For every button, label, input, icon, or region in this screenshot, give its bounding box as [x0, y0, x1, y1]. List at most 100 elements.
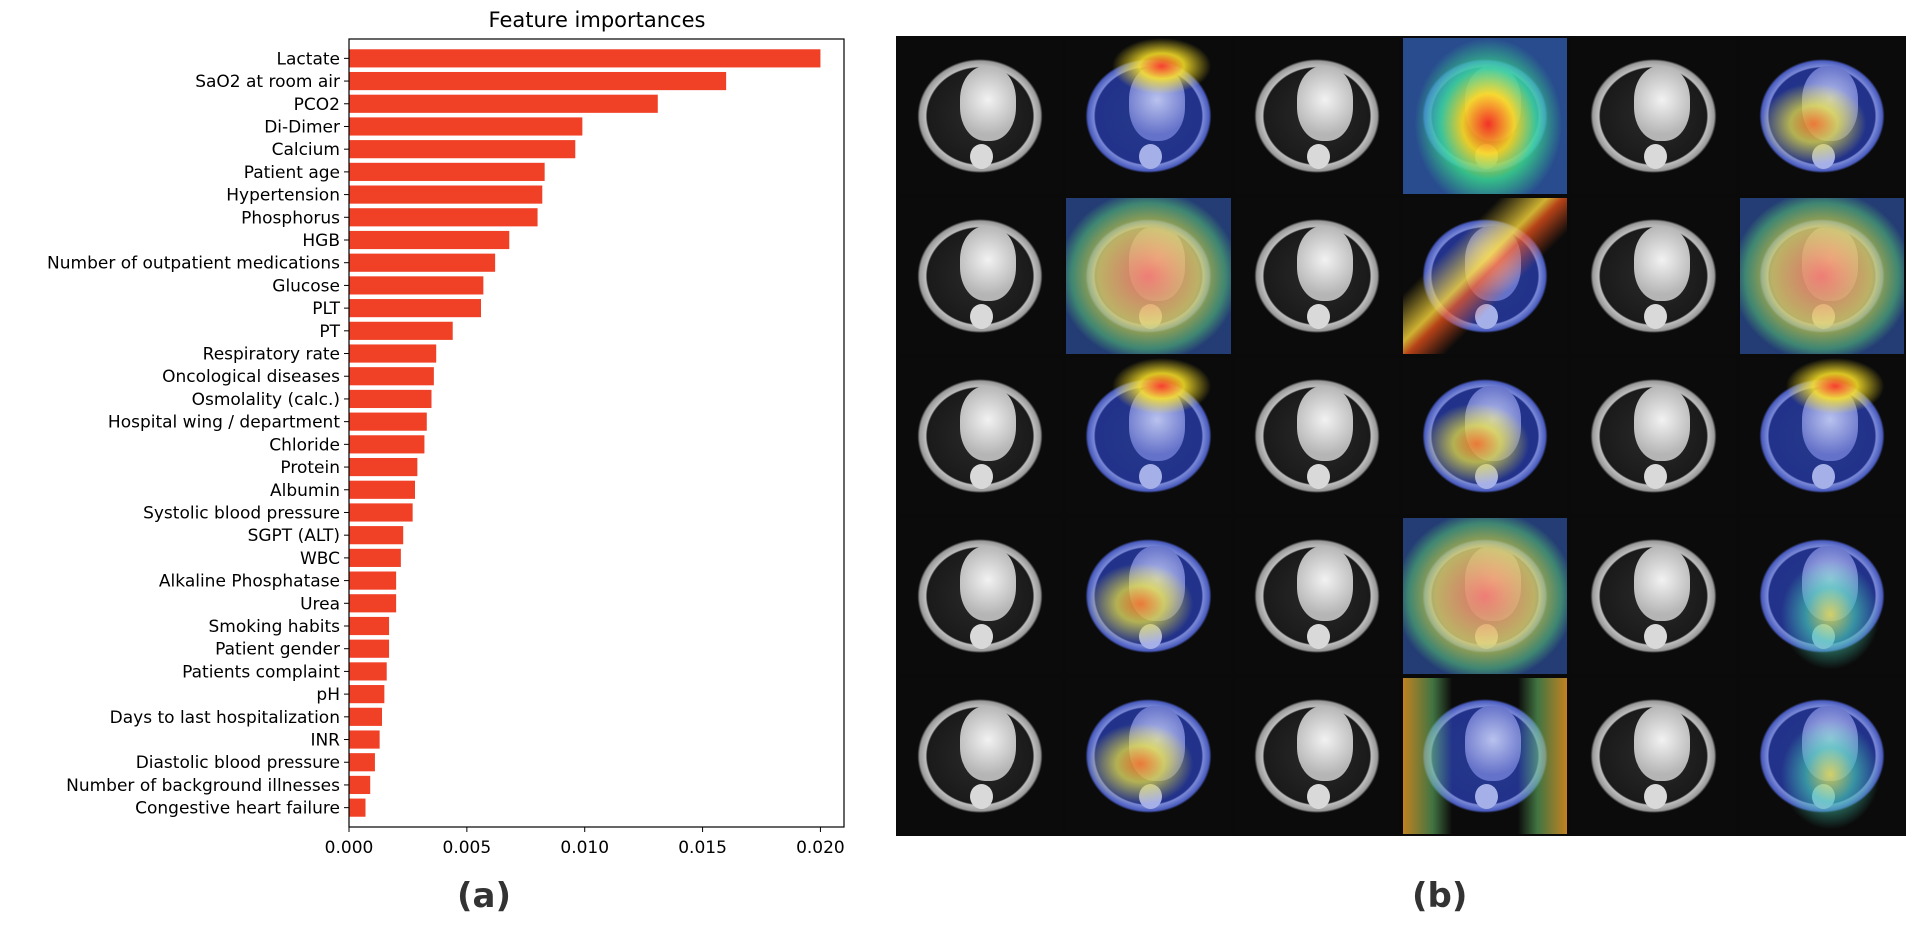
spine-region [1306, 144, 1330, 170]
y-tick-label-33: Congestive heart failure [135, 799, 340, 819]
y-tick-label-17: Chloride [269, 435, 340, 455]
bar-11 [349, 299, 481, 318]
attention-heatmap [1403, 678, 1568, 834]
bar-9 [349, 253, 496, 272]
spine-region [970, 464, 994, 490]
x-tick-label-2: 0.010 [560, 838, 609, 858]
bar-0 [349, 49, 821, 68]
heart-region [960, 386, 1017, 461]
ct-heatmap-overlay-image [1403, 518, 1568, 674]
y-tick-label-0: Lactate [277, 49, 340, 69]
ct-heatmap-image-grid [896, 36, 1906, 836]
spine-region [970, 144, 994, 170]
ct-heatmap-overlay-image [1066, 358, 1231, 514]
bar-7 [349, 208, 538, 227]
ct-slice-image [1571, 518, 1736, 674]
heart-region [1297, 226, 1353, 301]
y-tick-label-21: SGPT (ALT) [248, 526, 340, 546]
spine-region [1306, 624, 1330, 650]
ct-heatmap-overlay-image [1403, 198, 1568, 354]
heart-region [1297, 386, 1353, 461]
spine-region [970, 624, 994, 650]
y-tick-label-5: Patient age [244, 163, 340, 183]
x-tick-label-4: 0.020 [796, 838, 845, 858]
x-axis: 0.000 0.005 0.010 0.015 0.020 [325, 827, 845, 858]
y-tick-label-31: Diastolic blood pressure [136, 753, 340, 773]
spine-region [1643, 784, 1667, 810]
attention-heatmap [1066, 358, 1231, 514]
ct-slice-image [898, 518, 1063, 674]
heart-region [1633, 66, 1690, 141]
y-tick-label-20: Systolic blood pressure [143, 503, 340, 523]
y-tick-label-2: PCO2 [294, 95, 340, 115]
attention-heatmap [1739, 678, 1904, 834]
bar-33 [349, 798, 366, 817]
ct-heatmap-overlay-image [1739, 518, 1904, 674]
heart-region [1297, 706, 1353, 781]
y-tick-label-24: Urea [300, 594, 340, 614]
y-tick-label-7: Phosphorus [241, 208, 340, 228]
bar-6 [349, 185, 543, 204]
ct-heatmap-overlay-image [1403, 358, 1568, 514]
bar-10 [349, 276, 484, 295]
attention-heatmap [1066, 518, 1231, 674]
bar-30 [349, 730, 380, 749]
y-tick-label-28: pH [316, 685, 340, 705]
ct-slice-image [1571, 678, 1736, 834]
bar-17 [349, 435, 425, 454]
ct-heatmap-overlay-image [1739, 38, 1904, 194]
y-tick-label-25: Smoking habits [208, 617, 340, 637]
bar-16 [349, 412, 427, 431]
y-tick-label-4: Calcium [272, 140, 340, 160]
y-tick-label-8: HGB [302, 231, 340, 251]
ct-heatmap-overlay-image [1403, 678, 1568, 834]
bar-25 [349, 616, 390, 636]
y-tick-label-29: Days to last hospitalization [110, 708, 340, 728]
y-tick-label-10: Glucose [272, 276, 340, 296]
heart-region [960, 66, 1017, 141]
ct-slice-image [898, 38, 1063, 194]
y-tick-label-13: Respiratory rate [203, 345, 340, 365]
y-tick-label-26: Patient gender [215, 640, 340, 660]
ct-heatmap-overlay-image [1739, 358, 1904, 514]
attention-heatmap [1066, 198, 1231, 354]
bar-32 [349, 775, 371, 795]
y-tick-label-23: Alkaline Phosphatase [159, 572, 340, 592]
attention-heatmap [1739, 38, 1904, 194]
bar-31 [349, 753, 375, 772]
y-tick-label-1: SaO2 at room air [195, 72, 340, 92]
spine-region [1643, 304, 1667, 330]
y-tick-label-15: Osmolality (calc.) [192, 390, 340, 410]
attention-heatmap [1403, 358, 1568, 514]
attention-heatmap [1403, 198, 1568, 354]
bar-4 [349, 140, 576, 159]
ct-slice-image [898, 678, 1063, 834]
heart-region [1297, 66, 1353, 141]
bar-13 [349, 344, 437, 363]
heart-region [1633, 706, 1690, 781]
attention-heatmap [1066, 678, 1231, 834]
bar-29 [349, 707, 382, 726]
ct-heatmap-overlay-image [1066, 678, 1231, 834]
ct-slice-image [898, 198, 1063, 354]
bar-8 [349, 230, 510, 250]
y-tick-label-18: Protein [280, 458, 340, 478]
spine-region [1643, 464, 1667, 490]
ct-heatmap-overlay-image [1739, 678, 1904, 834]
ct-heatmap-overlay-image [1403, 38, 1568, 194]
ct-slice-image [1234, 38, 1399, 194]
y-tick-label-16: Hospital wing / department [108, 413, 340, 433]
bar-2 [349, 94, 658, 113]
ct-slice-image [898, 358, 1063, 514]
ct-slice-image [1234, 358, 1399, 514]
y-tick-label-14: Oncological diseases [162, 367, 340, 387]
heart-region [1297, 546, 1353, 621]
spine-region [1306, 784, 1330, 810]
y-tick-label-27: Patients complaint [182, 662, 340, 682]
spine-region [1306, 464, 1330, 490]
spine-region [970, 784, 994, 810]
bar-21 [349, 526, 404, 545]
bar-28 [349, 685, 385, 704]
attention-heatmap [1403, 518, 1568, 674]
